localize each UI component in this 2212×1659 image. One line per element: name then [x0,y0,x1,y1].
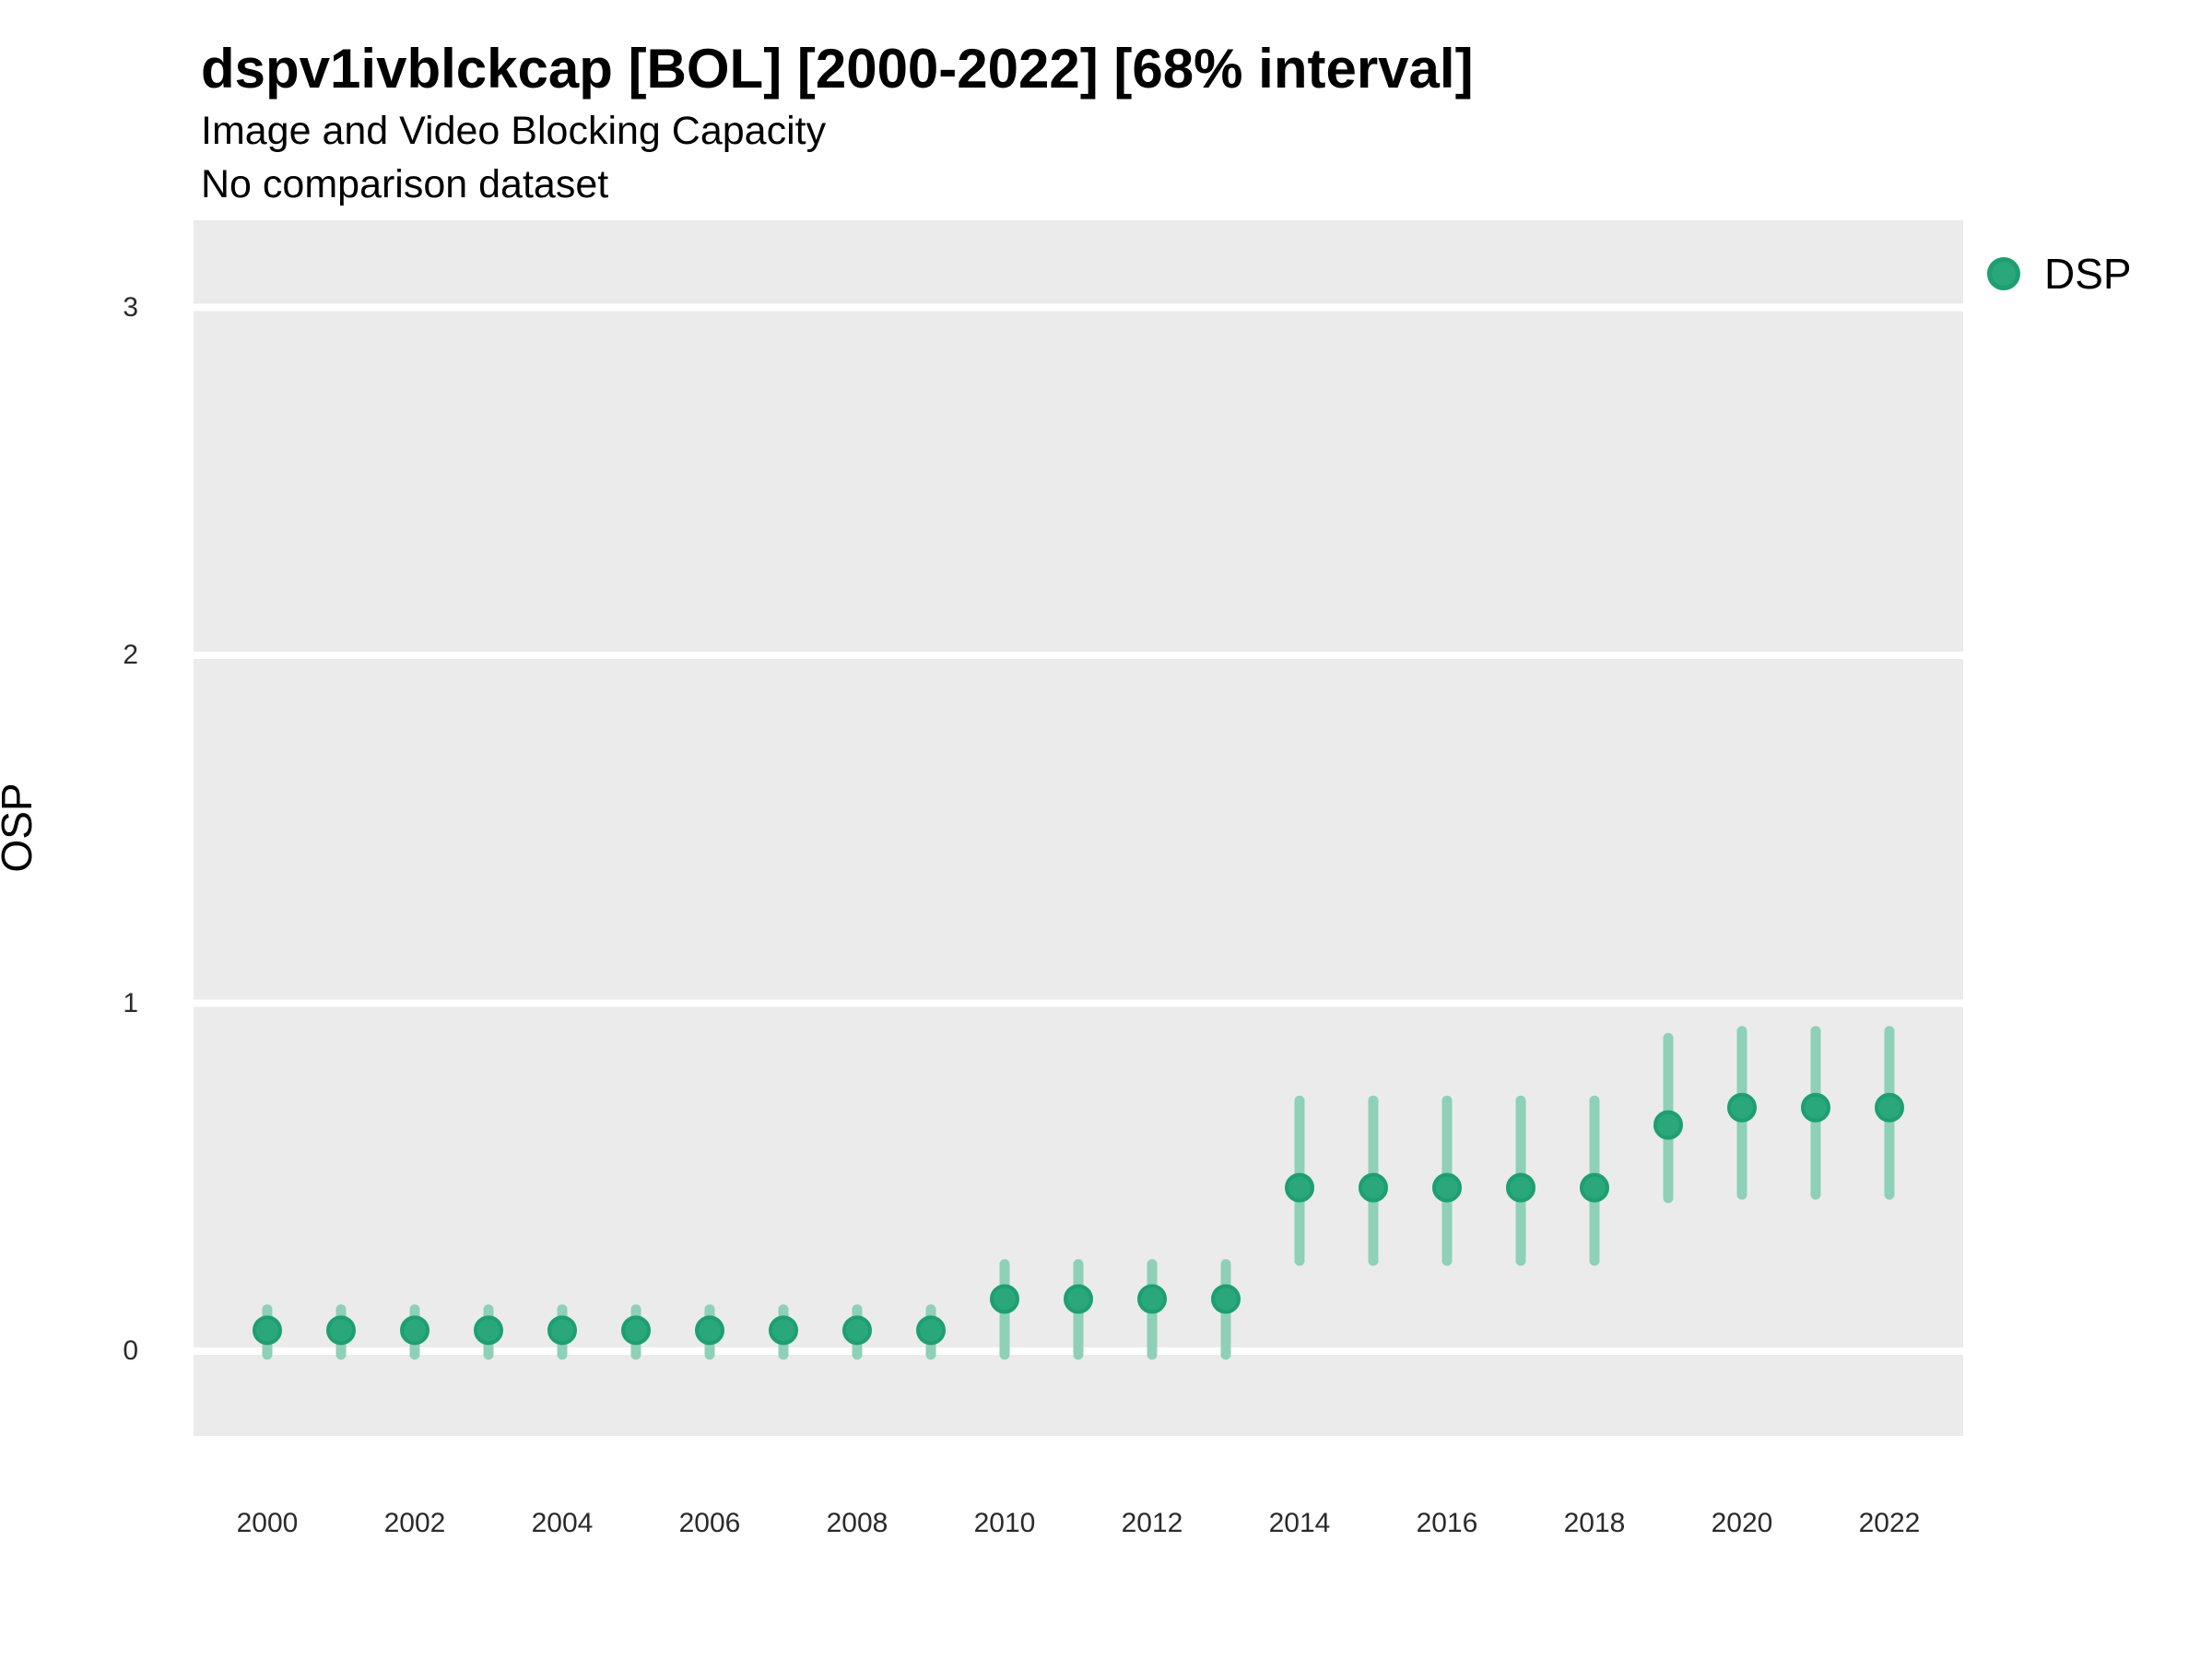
data-point [990,1284,1019,1314]
y-tick-label: 0 [123,1335,138,1366]
data-point [1506,1172,1535,1203]
data-point [1801,1092,1830,1123]
x-tick-label: 2012 [1121,1508,1183,1538]
data-point [547,1315,577,1346]
y-axis-title: OSP [0,782,41,873]
data-point [621,1315,651,1346]
data-point [253,1315,282,1346]
data-point [842,1315,872,1346]
data-point [1653,1110,1683,1140]
gridline [194,303,1963,312]
data-point [400,1315,429,1346]
x-tick-label: 2018 [1563,1508,1626,1538]
legend-circle-icon [1987,257,2020,290]
x-tick-label: 2020 [1711,1508,1773,1538]
x-tick-label: 2022 [1858,1508,1921,1538]
chart-note: No comparison dataset [201,162,609,206]
x-tick-label: 2004 [531,1508,594,1538]
gridline [194,652,1963,659]
y-tick-label: 3 [123,291,138,323]
data-point [1727,1092,1757,1123]
y-tick-label: 1 [123,987,138,1018]
x-tick-label: 2006 [678,1508,741,1538]
x-tick-label: 2010 [973,1508,1036,1538]
data-point [1285,1172,1314,1203]
legend-label: DSP [2044,250,2132,298]
chart-subtitle: Image and Video Blocking Capacity [201,109,827,153]
data-point [1359,1172,1388,1203]
data-point [695,1315,724,1346]
data-point [1432,1172,1462,1203]
data-point [1064,1284,1093,1314]
y-tick-label: 2 [123,640,138,670]
x-tick-label: 2000 [236,1508,299,1538]
chart-title: dspv1ivblckcap [BOL] [2000-2022] [68% in… [201,38,1474,100]
data-point [1875,1092,1904,1123]
data-point [1211,1284,1241,1314]
scatter-plot [194,303,1963,1360]
data-point [769,1315,798,1346]
data-point [326,1315,356,1346]
x-tick-label: 2008 [826,1508,888,1538]
data-point [916,1315,946,1346]
gridline [194,999,1963,1007]
x-tick-label: 2014 [1268,1508,1331,1538]
data-point [474,1315,503,1346]
data-point [1580,1172,1609,1203]
legend: DSP [1987,249,2132,299]
data-point [1137,1284,1167,1314]
x-tick-label: 2016 [1416,1508,1478,1538]
plot-panel [194,220,1963,1436]
x-tick-label: 2002 [383,1508,446,1538]
